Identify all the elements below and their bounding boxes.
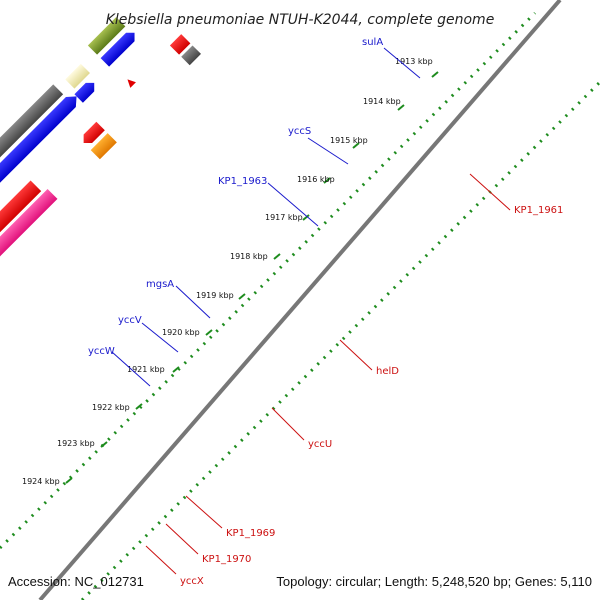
tick-label: 1913 kbp: [395, 57, 433, 66]
gene-red-top[interactable]: [169, 34, 191, 55]
accession-label: Accession: NC_012731: [8, 574, 144, 589]
gene-label-yccv[interactable]: yccV: [118, 315, 142, 326]
gene-label-kp1-1963[interactable]: KP1_1963: [218, 176, 267, 187]
leader-line: [267, 182, 319, 227]
gene-label-kp1-1970[interactable]: KP1_1970: [202, 554, 251, 565]
topology-label: Topology: circular; Length: 5,248,520 bp…: [276, 574, 592, 589]
tick-label: 1914 kbp: [363, 97, 401, 106]
leader-line: [165, 523, 199, 555]
leader-line: [271, 407, 305, 441]
map-title: Klebsiella pneumoniae NTUH-K2044, comple…: [106, 12, 495, 28]
inner-dotted-guide: [0, 11, 537, 550]
gene-label-yccx[interactable]: yccX: [180, 576, 204, 587]
gene-olive[interactable]: [87, 17, 126, 55]
tick-label: 1920 kbp: [162, 328, 200, 337]
gene-blue-sula[interactable]: [74, 79, 98, 103]
gene-orange[interactable]: [90, 133, 117, 160]
gene-label-mgsa[interactable]: mgsA: [146, 279, 174, 290]
leader-line: [339, 339, 373, 371]
leader-line: [175, 285, 211, 319]
tick-label: 1916 kbp: [297, 175, 335, 184]
gene-held-red[interactable]: [0, 180, 42, 259]
gene-label-kp1-1969[interactable]: KP1_1969: [226, 528, 275, 539]
leader-line: [469, 173, 511, 211]
tick-label: 1924 kbp: [22, 477, 60, 486]
leader-line: [383, 47, 421, 79]
genome-backbone: [38, 0, 562, 600]
leader-line: [145, 545, 177, 575]
gene-red-flag[interactable]: [125, 77, 136, 88]
leader-line: [185, 495, 223, 529]
tick-label: 1919 kbp: [196, 291, 234, 300]
tick-label: 1923 kbp: [57, 439, 95, 448]
gene-gray-top[interactable]: [181, 45, 202, 66]
tick-label: 1921 kbp: [127, 365, 165, 374]
tick-label: 1915 kbp: [330, 136, 368, 145]
gene-label-yccw[interactable]: yccW: [88, 346, 115, 357]
gene-held-pink[interactable]: [0, 188, 58, 272]
leader-line: [111, 351, 151, 387]
gene-blue-long[interactable]: [0, 91, 82, 184]
gene-kp1-1961[interactable]: [79, 121, 105, 147]
gene-label-sula[interactable]: sulA: [362, 37, 383, 48]
gene-label-yccu[interactable]: yccU: [308, 439, 332, 450]
gene-sula[interactable]: [65, 63, 90, 89]
gene-label-kp1-1961[interactable]: KP1_1961: [514, 205, 563, 216]
tick-label: 1922 kbp: [92, 403, 130, 412]
tick-marks: [65, 71, 439, 484]
gene-label-held[interactable]: helD: [376, 366, 399, 377]
leader-line: [141, 322, 179, 353]
tick-label: 1917 kbp: [265, 213, 303, 222]
leader-line: [307, 137, 349, 165]
gene-yccs[interactable]: [0, 84, 64, 171]
tick-label: 1918 kbp: [230, 252, 268, 261]
gene-blue-top[interactable]: [100, 28, 139, 67]
gene-label-yccs[interactable]: yccS: [288, 126, 311, 137]
